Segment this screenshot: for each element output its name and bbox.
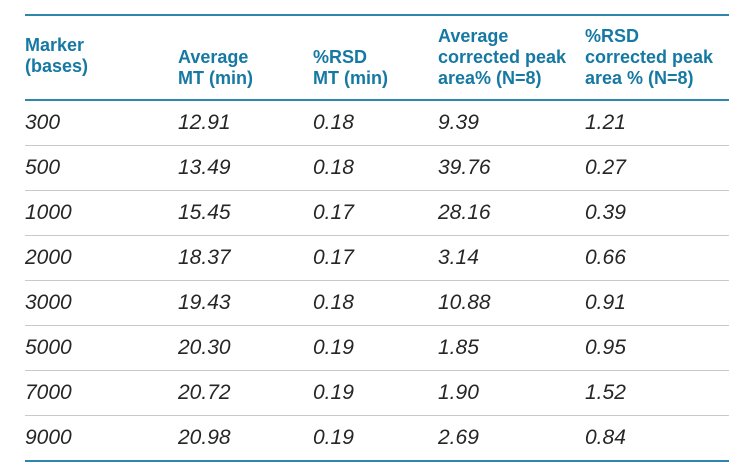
cell-marker: 5000	[25, 325, 178, 371]
table-header-row: Marker (bases) Average MT (min) %RSD MT …	[25, 15, 729, 101]
cell-average-area: 9.39	[438, 111, 479, 134]
table-row-9000: 9000 20.98 0.19 2.69 0.84	[25, 415, 729, 461]
cell-rsd-mt: 0.18	[313, 280, 438, 326]
cell-marker: 9000	[25, 415, 178, 461]
cell-average-area: 2.69	[438, 415, 585, 461]
table-row-3000: 3000 19.43 0.18 10.88 0.91	[25, 280, 729, 326]
cell-marker: 2000	[25, 235, 178, 281]
column-header-average-mt: Average MT (min)	[178, 15, 313, 101]
cell-rsd-mt: 0.19	[313, 325, 438, 371]
cell-average-mt: 12.91	[178, 111, 231, 134]
cell-marker: 500	[25, 145, 178, 191]
cell-rsd-area: 0.95	[585, 325, 729, 371]
cell-rsd-area: 1.21	[585, 111, 626, 134]
table-row-5000: 5000 20.30 0.19 1.85 0.95	[25, 325, 729, 371]
cell-average-mt: 20.72	[178, 370, 313, 416]
marker-data-table: Marker (bases) Average MT (min) %RSD MT …	[25, 14, 729, 462]
cell-average-area: 1.90	[438, 370, 585, 416]
cell-average-area: 10.88	[438, 280, 585, 326]
cell-rsd-area: 1.52	[585, 370, 729, 416]
cell-average-mt: 19.43	[178, 280, 313, 326]
cell-average-area: 39.76	[438, 145, 585, 191]
cell-marker: 7000	[25, 370, 178, 416]
cell-marker: 3000	[25, 280, 178, 326]
cell-rsd-mt: 0.17	[313, 235, 438, 281]
cell-average-mt: 13.49	[178, 145, 313, 191]
cell-rsd-mt: 0.18	[313, 111, 354, 134]
cell-rsd-mt: 0.17	[313, 190, 438, 236]
cell-average-area: 3.14	[438, 235, 585, 281]
table-row-300: 300 12.91 0.18 9.39 1.21	[25, 100, 729, 146]
column-header-marker-bases: Marker (bases)	[25, 15, 178, 101]
cell-marker: 1000	[25, 190, 178, 236]
cell-average-mt: 15.45	[178, 190, 313, 236]
cell-average-mt: 18.37	[178, 235, 313, 281]
column-header-rsd-corrected-peak-area: %RSD corrected peak area % (N=8)	[585, 15, 729, 101]
cell-rsd-area: 0.66	[585, 235, 729, 281]
cell-rsd-area: 0.84	[585, 415, 729, 461]
table-body: 300 12.91 0.18 9.39 1.21 500 13.49 0.18 …	[25, 100, 729, 461]
cell-rsd-mt: 0.19	[313, 415, 438, 461]
table-row-500: 500 13.49 0.18 39.76 0.27	[25, 145, 729, 191]
cell-rsd-area: 0.39	[585, 190, 729, 236]
cell-average-area: 28.16	[438, 190, 585, 236]
column-header-average-corrected-peak-area: Average corrected peak area% (N=8)	[438, 15, 585, 101]
column-header-rsd-mt: %RSD MT (min)	[313, 15, 438, 101]
cell-rsd-mt: 0.19	[313, 370, 438, 416]
cell-average-mt: 20.98	[178, 415, 313, 461]
cell-average-area: 1.85	[438, 325, 585, 371]
table-row-2000: 2000 18.37 0.17 3.14 0.66	[25, 235, 729, 281]
cell-rsd-mt: 0.18	[313, 145, 438, 191]
cell-marker: 300	[25, 111, 61, 134]
cell-average-mt: 20.30	[178, 325, 313, 371]
cell-rsd-area: 0.91	[585, 280, 729, 326]
cell-rsd-area: 0.27	[585, 145, 729, 191]
table-row-7000: 7000 20.72 0.19 1.90 1.52	[25, 370, 729, 416]
table-header: Marker (bases) Average MT (min) %RSD MT …	[25, 15, 729, 101]
table-row-1000: 1000 15.45 0.17 28.16 0.39	[25, 190, 729, 236]
